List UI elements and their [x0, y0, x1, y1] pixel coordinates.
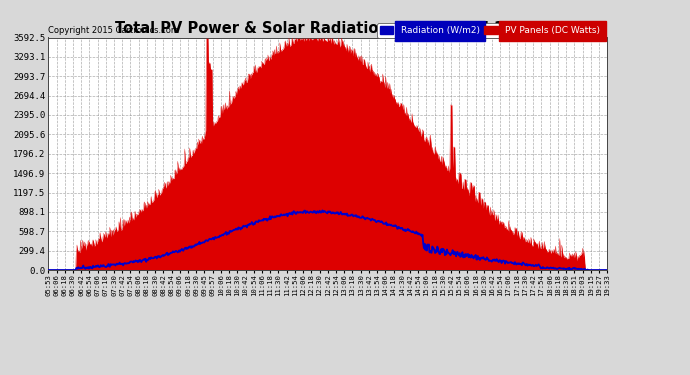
Title: Total PV Power & Solar Radiation Mon Apr 27 19:49: Total PV Power & Solar Radiation Mon Apr… [115, 21, 540, 36]
Text: Copyright 2015 Cartronics.com: Copyright 2015 Cartronics.com [48, 26, 179, 35]
Legend: Radiation (W/m2), PV Panels (DC Watts): Radiation (W/m2), PV Panels (DC Watts) [377, 23, 602, 38]
